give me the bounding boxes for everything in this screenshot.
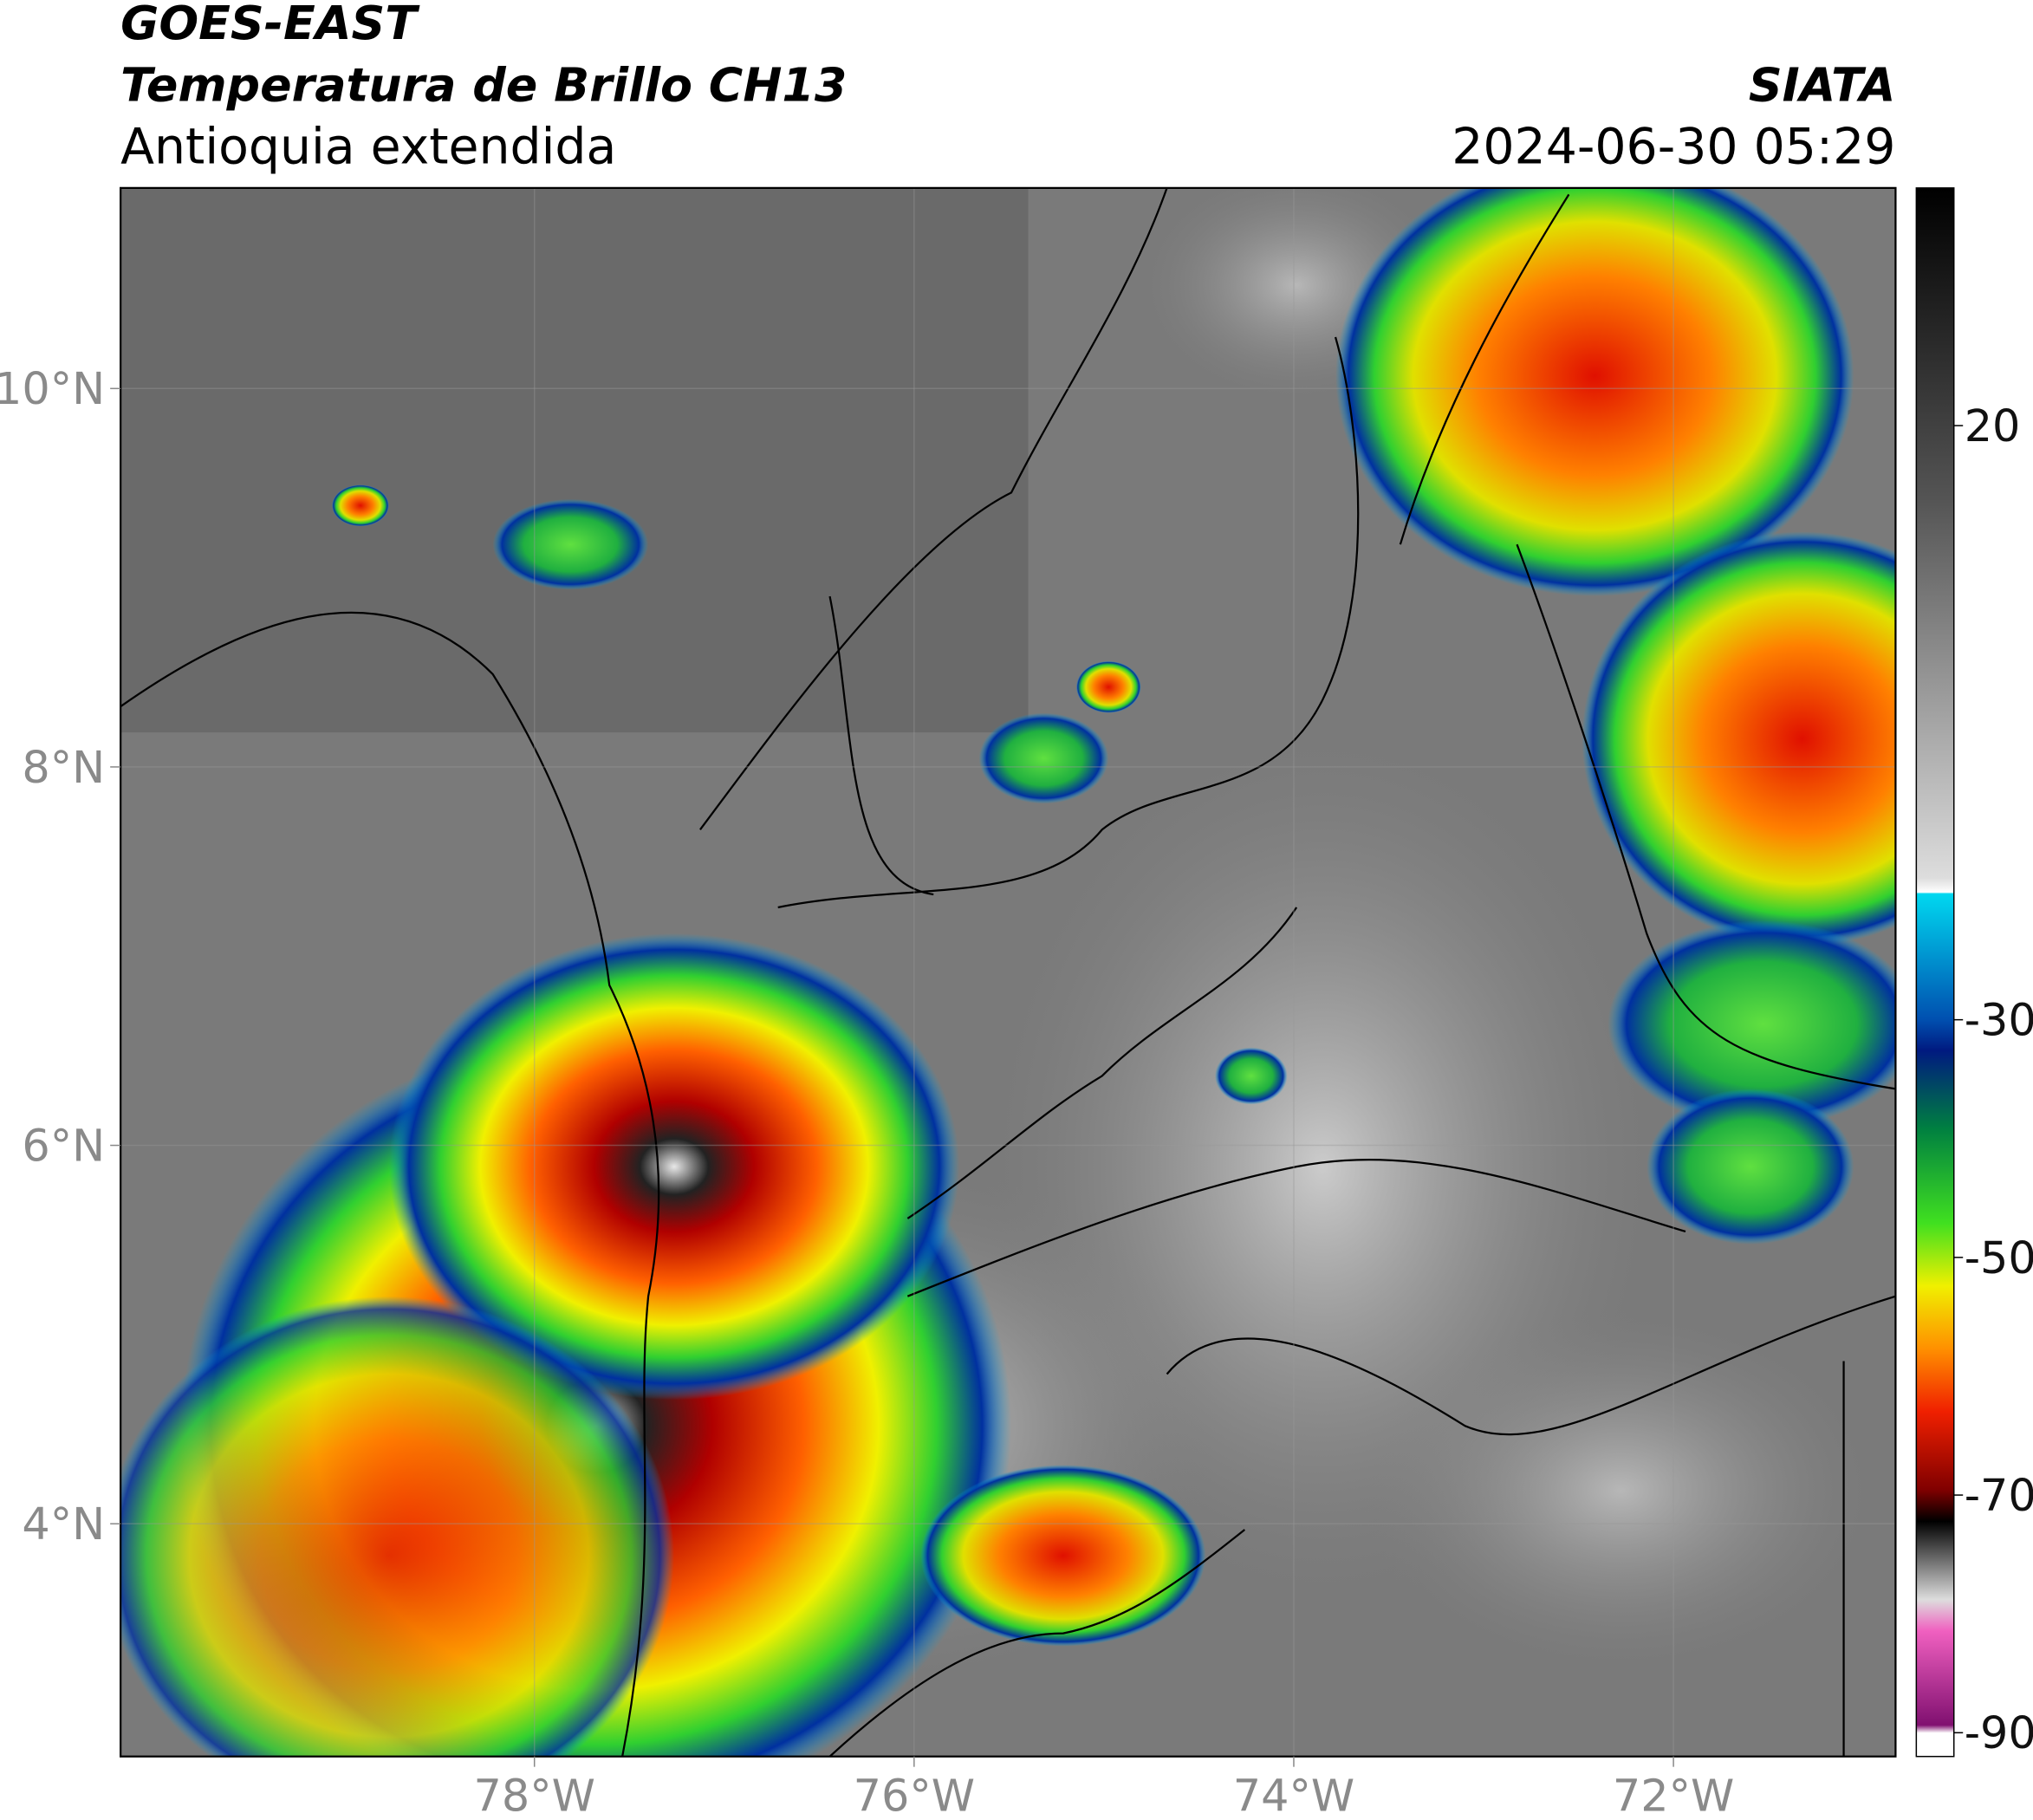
map-frame <box>120 186 1897 1758</box>
subtitle: Temperatura de Brillo CH13 <box>120 58 847 113</box>
x-tick-label: 76°W <box>854 1771 975 1820</box>
colorbar-tick-label: -30 <box>1965 995 2033 1046</box>
y-tick-label: 10°N <box>0 363 105 414</box>
colorbar-tick-label: -50 <box>1965 1232 2033 1284</box>
x-tick-label: 74°W <box>1233 1771 1354 1820</box>
region: Antioquia extendida <box>120 118 616 175</box>
source: SIATA <box>1749 58 1896 113</box>
y-tick-label: 4°N <box>22 1498 105 1550</box>
colorbar-tick-label: -70 <box>1965 1470 2033 1521</box>
satellite-image <box>120 187 1896 1757</box>
y-tick-label: 8°N <box>22 742 105 793</box>
x-tick-label: 72°W <box>1613 1771 1734 1820</box>
datetime: 2024-06-30 05:29 <box>1452 118 1895 175</box>
colorbar-tick-label: 20 <box>1965 400 2021 452</box>
x-tick-label: 78°W <box>473 1771 594 1820</box>
colorbar-tick-label: -90 <box>1965 1707 2033 1758</box>
title: GOES-EAST <box>120 0 420 50</box>
colorbar <box>1915 187 1955 1758</box>
y-tick-label: 6°N <box>22 1121 105 1172</box>
gridlines <box>120 187 1896 1757</box>
